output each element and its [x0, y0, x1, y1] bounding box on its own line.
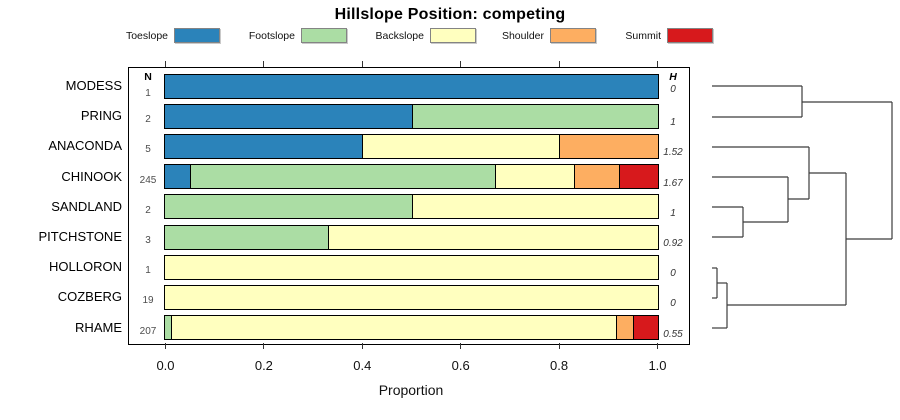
bar-row	[164, 224, 659, 250]
bar-segment-shoulder	[574, 165, 619, 189]
legend-label: Backslope	[375, 29, 424, 42]
n-value: 2	[145, 114, 151, 126]
bar-segment-footslope	[411, 104, 658, 128]
x-axis-tick-top	[460, 61, 462, 67]
bar-segment-footslope	[165, 225, 328, 249]
legend: Toeslope Footslope Backslope Shoulder Summit	[0, 0, 900, 48]
x-axis-tick	[657, 343, 658, 349]
x-axis-title: Proportion	[378, 382, 444, 398]
category-label: COZBERG	[57, 289, 122, 305]
category-label: CHINOOK	[61, 168, 122, 184]
x-axis-tick-label: 0.0	[156, 358, 175, 373]
legend-label: Shoulder	[501, 29, 544, 42]
bar-row	[164, 133, 659, 159]
n-value: 1	[145, 265, 151, 277]
bar-segment-toeslope	[165, 74, 658, 98]
x-axis-tick	[263, 343, 265, 349]
bar-segment-backslope	[362, 134, 560, 158]
legend-swatch	[550, 28, 596, 43]
n-column-header: N	[144, 71, 152, 83]
bar-segment-footslope	[189, 165, 496, 189]
x-axis-tick-label: 0.2	[254, 358, 273, 373]
x-axis-tick	[165, 343, 166, 349]
bar-segment-backslope	[165, 255, 658, 279]
dendrogram	[712, 85, 893, 329]
n-value: 207	[139, 325, 157, 337]
bar-segment-backslope	[171, 316, 617, 340]
legend-label: Footslope	[248, 29, 295, 42]
legend-swatch	[667, 28, 713, 43]
x-axis-tick	[460, 343, 462, 349]
bar-segment-toeslope	[165, 165, 190, 189]
bar-segment-summit	[633, 316, 658, 340]
bar-row	[164, 194, 659, 220]
h-value: 0	[670, 84, 676, 95]
h-value: 1.67	[663, 177, 683, 189]
n-value: 19	[142, 295, 154, 307]
legend-swatch	[430, 28, 476, 43]
category-label: PRING	[80, 108, 122, 124]
category-label: PITCHSTONE	[38, 229, 122, 244]
category-label: MODESS	[65, 78, 122, 93]
h-value: 1	[670, 117, 676, 129]
legend-swatch	[174, 28, 220, 43]
category-label: RHAME	[75, 319, 122, 335]
n-value: 3	[145, 235, 151, 246]
h-value: 1	[670, 207, 676, 219]
bar-row	[164, 315, 659, 341]
bar-row	[164, 103, 659, 129]
bar-row	[164, 254, 659, 280]
bar-segment-shoulder	[616, 316, 634, 340]
h-value: 0	[670, 268, 676, 280]
bar-segment-toeslope	[165, 134, 363, 158]
bar-segment-backslope	[327, 225, 658, 249]
x-axis-tick-label: 0.6	[451, 358, 470, 373]
category-label: SANDLAND	[51, 198, 122, 214]
n-value: 245	[139, 174, 157, 186]
bar-segment-shoulder	[559, 134, 658, 158]
category-label: ANACONDA	[48, 138, 122, 154]
x-axis-tick-label: 0.8	[550, 358, 569, 373]
n-value: 2	[145, 204, 151, 216]
h-value: 0.55	[663, 328, 683, 340]
bar-segment-footslope	[165, 316, 172, 340]
bar-segment-summit	[618, 165, 658, 189]
h-column-header: H	[669, 71, 677, 83]
category-label: HOLLORON	[49, 259, 122, 275]
x-axis-tick	[361, 343, 363, 349]
bar-segment-backslope	[165, 285, 658, 309]
bar-segment-toeslope	[165, 104, 412, 128]
bar-segment-backslope	[411, 195, 658, 219]
h-value: 1.52	[663, 147, 683, 159]
legend-label: Toeslope	[125, 29, 168, 42]
h-value: 0	[670, 298, 676, 310]
legend-swatch	[301, 28, 347, 43]
x-axis-tick-top	[657, 61, 658, 67]
bar-row	[164, 73, 659, 99]
x-axis-tick-top	[165, 61, 166, 67]
x-axis-tick	[558, 343, 560, 349]
x-axis-tick-top	[361, 61, 363, 67]
x-axis-tick-top	[263, 61, 265, 67]
chart-title: Hillslope Position: competing	[334, 6, 566, 23]
bar-row	[164, 164, 659, 190]
x-axis-tick-label: 1.0	[648, 358, 667, 373]
bar-segment-backslope	[495, 165, 575, 189]
legend-label: Summit	[625, 29, 661, 42]
n-value: 1	[145, 88, 151, 99]
n-value: 5	[145, 144, 151, 156]
h-value: 0.92	[663, 238, 683, 249]
x-axis-tick-top	[558, 61, 560, 67]
bar-segment-footslope	[165, 195, 412, 219]
x-axis-tick-label: 0.4	[353, 358, 372, 373]
bar-row	[164, 284, 659, 310]
